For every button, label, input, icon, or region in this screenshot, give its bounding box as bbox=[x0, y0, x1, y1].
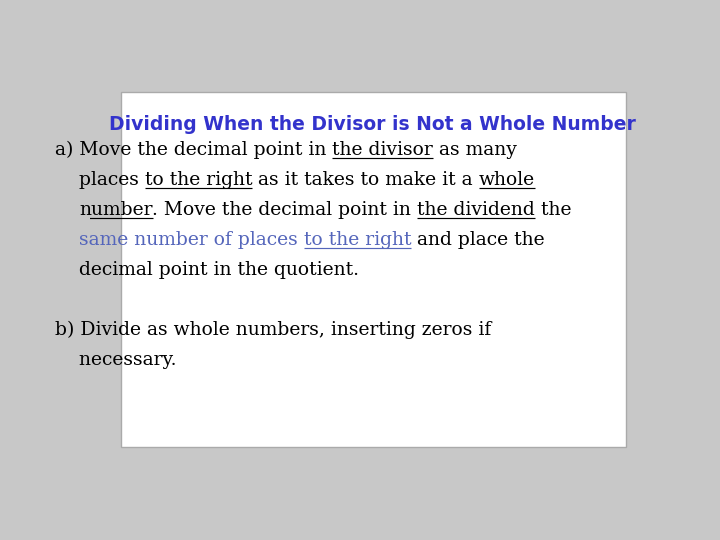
FancyBboxPatch shape bbox=[121, 92, 626, 447]
Text: same number of places: same number of places bbox=[79, 231, 304, 249]
Text: the divisor: the divisor bbox=[333, 141, 433, 159]
Text: a) Move the decimal point in: a) Move the decimal point in bbox=[55, 141, 333, 159]
Text: to the right: to the right bbox=[304, 231, 411, 249]
Text: to the right: to the right bbox=[145, 171, 253, 189]
Text: as it takes to make it a: as it takes to make it a bbox=[253, 171, 479, 189]
Text: and place the: and place the bbox=[411, 231, 545, 249]
Text: Dividing When the Divisor is Not a Whole Number: Dividing When the Divisor is Not a Whole… bbox=[109, 114, 636, 133]
Text: necessary.: necessary. bbox=[55, 351, 176, 369]
Text: decimal point in the quotient.: decimal point in the quotient. bbox=[55, 261, 359, 279]
Text: . Move the decimal point in: . Move the decimal point in bbox=[153, 201, 418, 219]
Text: number: number bbox=[79, 201, 153, 219]
Text: the dividend: the dividend bbox=[418, 201, 535, 219]
Text: the: the bbox=[535, 201, 572, 219]
Text: places: places bbox=[55, 171, 145, 189]
Text: b) Divide as whole numbers, inserting zeros if: b) Divide as whole numbers, inserting ze… bbox=[55, 321, 491, 339]
Text: whole: whole bbox=[479, 171, 535, 189]
Text: as many: as many bbox=[433, 141, 517, 159]
